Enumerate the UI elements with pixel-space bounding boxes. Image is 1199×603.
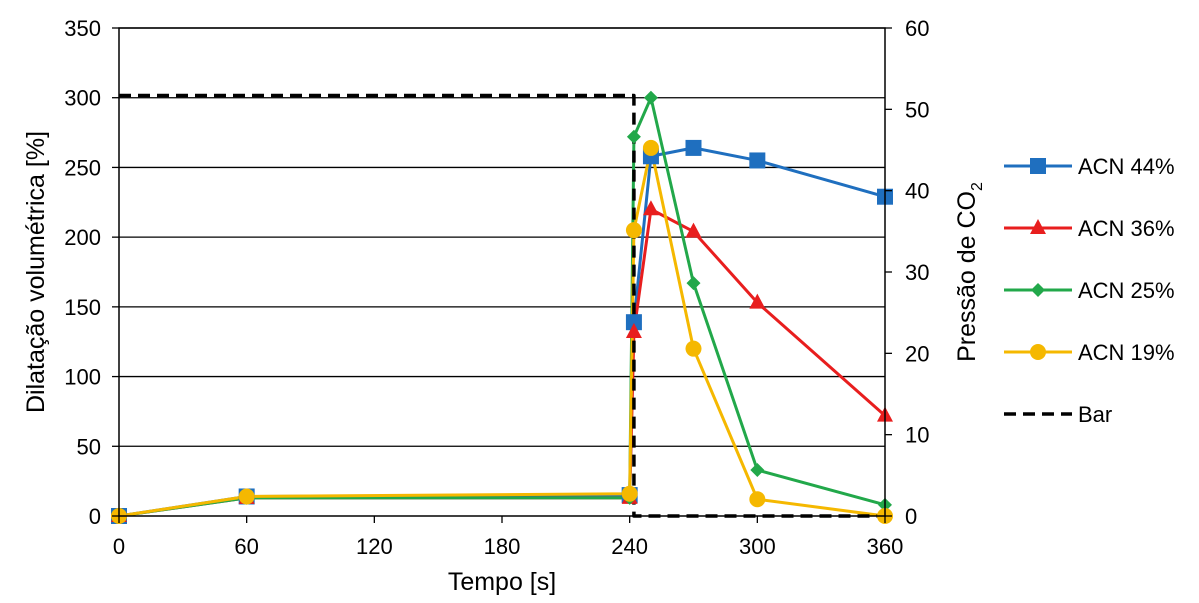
legend: ACN 44% ACN 36% ACN 25% ACN 19% Bar bbox=[1004, 154, 1175, 427]
y2-tick-label-10: 10 bbox=[905, 423, 929, 448]
series-1-point-4 bbox=[642, 200, 659, 216]
y2-tick-label-30: 30 bbox=[905, 260, 929, 285]
x-tick-label-240: 240 bbox=[611, 534, 648, 559]
y2-axis-title-main: Pressão de CO bbox=[953, 191, 981, 362]
series-line-4 bbox=[119, 93, 885, 518]
series-line-2 bbox=[118, 96, 886, 518]
x-tick-label-180: 180 bbox=[484, 534, 521, 559]
y2-axis-title: Pressão de CO2 bbox=[953, 182, 986, 362]
legend-marker-0 bbox=[1030, 158, 1046, 174]
x-tick-label-120: 120 bbox=[356, 534, 393, 559]
series-2-point-3 bbox=[626, 129, 641, 144]
series-1-point-6 bbox=[749, 293, 766, 309]
legend-marker-3 bbox=[1030, 344, 1046, 360]
series-2-point-5 bbox=[686, 276, 701, 291]
y-tick-label-50: 50 bbox=[77, 434, 101, 459]
y2-tick-label-40: 40 bbox=[905, 179, 929, 204]
x-tick-label-60: 60 bbox=[234, 534, 258, 559]
x-axis-title: Tempo [s] bbox=[448, 568, 556, 596]
series-2-point-4 bbox=[643, 90, 658, 105]
series-2-point-6 bbox=[750, 462, 765, 477]
y2-tick-label-60: 60 bbox=[905, 16, 929, 41]
x-tick-label-360: 360 bbox=[867, 534, 904, 559]
tick-labels: 0 60 120 180 240 300 3600501001502002503003500… bbox=[64, 16, 929, 559]
y2-tick-label-50: 50 bbox=[905, 97, 929, 122]
axes bbox=[112, 27, 892, 523]
y-tick-label-150: 150 bbox=[64, 295, 101, 320]
y2-tick-label-0: 0 bbox=[905, 504, 917, 529]
series-line-3 bbox=[118, 146, 886, 518]
y-tick-label-300: 300 bbox=[64, 86, 101, 111]
x-tick-label-0: 0 bbox=[113, 534, 125, 559]
legend-label-1: ACN 36% bbox=[1078, 216, 1175, 241]
y2-axis-title-subscript: 2 bbox=[969, 182, 986, 191]
y-tick-label-200: 200 bbox=[64, 225, 101, 250]
y-tick-label-100: 100 bbox=[64, 365, 101, 390]
series-line-0 bbox=[118, 146, 886, 518]
series-layer bbox=[111, 90, 893, 524]
y2-tick-label-20: 20 bbox=[905, 341, 929, 366]
plot-border bbox=[118, 27, 886, 517]
legend-label-0: ACN 44% bbox=[1078, 154, 1175, 179]
series-3-point-6 bbox=[749, 491, 766, 508]
series-0-point-5 bbox=[685, 139, 702, 156]
legend-label-4: Bar bbox=[1078, 402, 1112, 427]
y-tick-label-350: 350 bbox=[64, 16, 101, 41]
y-tick-label-0: 0 bbox=[89, 504, 101, 529]
series-line-1 bbox=[118, 207, 886, 518]
legend-label-2: ACN 25% bbox=[1078, 278, 1175, 303]
y-axis-title: Dilatação volumétrica [%] bbox=[22, 131, 50, 413]
series-3-point-4 bbox=[642, 139, 659, 156]
series-3-point-5 bbox=[685, 340, 702, 357]
series-0-point-6 bbox=[749, 152, 766, 169]
series-1-point-3 bbox=[625, 322, 642, 338]
series-3-point-3 bbox=[625, 222, 642, 239]
legend-marker-2 bbox=[1031, 283, 1045, 297]
y-tick-label-250: 250 bbox=[64, 155, 101, 180]
x-tick-label-300: 300 bbox=[739, 534, 776, 559]
grid-lines bbox=[119, 27, 885, 447]
series-3-point-2 bbox=[621, 485, 638, 502]
legend-marker-1 bbox=[1030, 219, 1046, 234]
series-0-point-3 bbox=[625, 314, 642, 331]
series-1-point-5 bbox=[685, 222, 702, 238]
legend-label-3: ACN 19% bbox=[1078, 340, 1175, 365]
series-3-point-1 bbox=[238, 488, 255, 505]
